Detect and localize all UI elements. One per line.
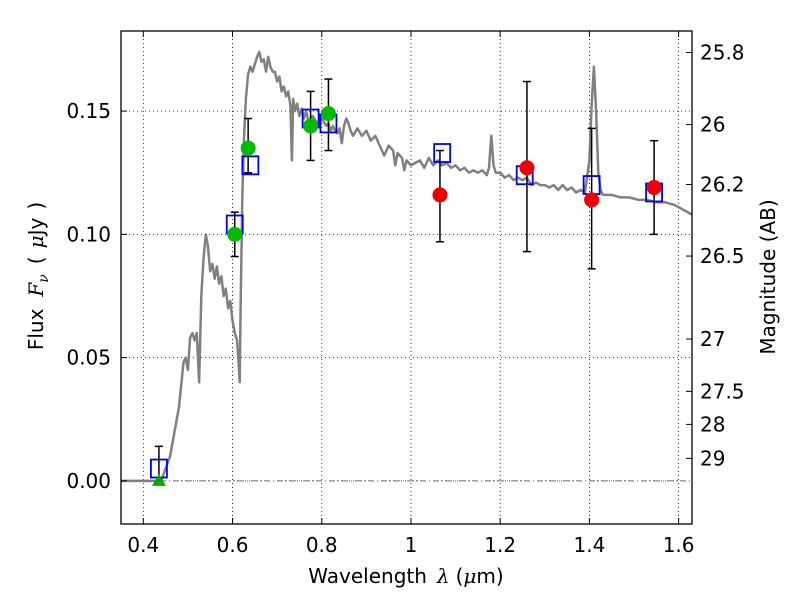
y-tick-label: 0.10	[66, 222, 111, 246]
upper-limit-triangle	[151, 473, 166, 486]
model-spectrum-line	[121, 50, 693, 483]
x-tick-label: 0.6	[217, 533, 249, 557]
y2-tick-label: 28	[700, 412, 725, 436]
error-bar-layer	[154, 78, 659, 482]
y2-tick-label: 26	[700, 113, 725, 137]
x-tick-label: 1.2	[484, 533, 516, 557]
x-tick-label: 1	[405, 533, 418, 557]
y2-tick-label: 27	[700, 327, 725, 351]
optical-data-point	[240, 140, 256, 156]
grid-layer	[121, 31, 692, 524]
optical-data-point	[320, 106, 336, 122]
nir-data-point	[584, 192, 600, 208]
y-tick-label: 0.00	[66, 469, 111, 493]
nir-data-point	[432, 187, 448, 203]
y2-tick-label: 26.2	[700, 173, 745, 197]
marker-layer	[150, 106, 663, 486]
tick-layer: 0.4 0.6 0.8 1 1.2 1.4 1.6 0.00 0.05 0.10 0.15 25.8 2…	[66, 31, 745, 557]
y-tick-label: 0.05	[66, 346, 111, 370]
y2-tick-label: 27.5	[700, 379, 745, 403]
x-tick-label: 1.4	[573, 533, 605, 557]
plot-frame	[120, 30, 693, 525]
x-tick-label: 0.4	[127, 533, 159, 557]
nir-data-point	[646, 180, 662, 196]
y-axis-label: FluxFν(μJy)	[24, 202, 52, 350]
y2-tick-label: 25.8	[700, 40, 745, 64]
x-tick-label: 1.6	[663, 533, 695, 557]
x-axis-label: Wavelength λ (μm)	[308, 564, 503, 588]
optical-data-point	[303, 118, 319, 134]
x-tick-label: 0.8	[306, 533, 338, 557]
optical-data-point	[227, 226, 243, 242]
y-tick-label: 0.15	[66, 99, 111, 123]
y2-tick-label: 29	[700, 446, 725, 470]
y2-tick-label: 26.5	[700, 244, 745, 268]
nir-data-point	[519, 160, 535, 176]
model-photometry-square	[241, 155, 260, 176]
y2-axis-label: Magnitude (AB)	[756, 199, 780, 354]
model-spectrum-layer	[121, 50, 693, 483]
model-photometry-square	[433, 143, 452, 163]
